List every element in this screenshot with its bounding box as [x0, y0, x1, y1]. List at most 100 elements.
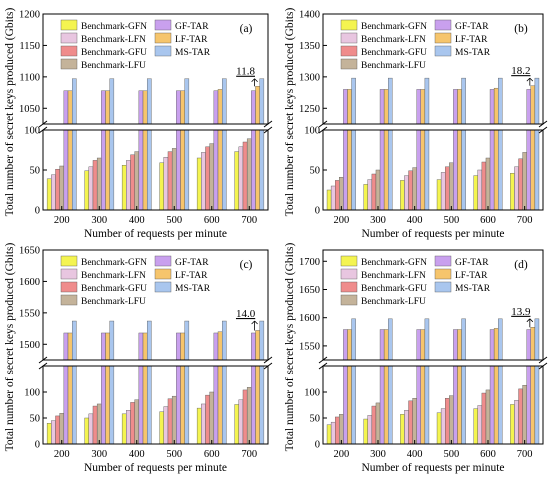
- legend-swatch: [340, 268, 358, 280]
- bar: [453, 129, 458, 211]
- bar: [109, 320, 115, 361]
- axis-frame-upper: [42, 13, 269, 125]
- bar: [251, 332, 256, 361]
- legend-label: Benchmark-LFN: [81, 35, 146, 45]
- x-tick-label: 700: [241, 215, 257, 226]
- bar: [416, 89, 421, 125]
- bar: [530, 365, 536, 445]
- bar: [167, 398, 173, 445]
- bar: [347, 129, 352, 211]
- x-tick-label: 200: [333, 449, 349, 460]
- y-tick-label: 0: [35, 206, 40, 217]
- bar: [109, 78, 115, 125]
- bar: [518, 388, 523, 445]
- bar: [489, 89, 495, 125]
- y-tick-label: 1600: [19, 277, 40, 288]
- y-tick-label: 1150: [19, 41, 40, 52]
- bar: [526, 329, 531, 361]
- panel-label: (d): [514, 259, 528, 271]
- y-tick-label: 1400: [299, 10, 320, 21]
- bar: [335, 416, 340, 445]
- legend-swatch: [434, 19, 452, 31]
- bar: [534, 77, 540, 125]
- bar: [371, 173, 377, 211]
- bar: [436, 179, 442, 211]
- y-tick-label: 1250: [299, 104, 320, 115]
- bar: [71, 365, 77, 445]
- bar: [238, 146, 244, 211]
- bar: [473, 175, 478, 211]
- y-tick-label: 0: [35, 440, 40, 451]
- axis-frame-lower: [322, 129, 544, 211]
- bar: [234, 151, 240, 211]
- bar: [213, 129, 219, 211]
- axis-frame-lower: [42, 365, 269, 445]
- annotation-arrowhead: [526, 77, 531, 82]
- annotation-arrowhead: [251, 78, 255, 83]
- bar: [184, 365, 190, 445]
- bar: [379, 365, 385, 445]
- bar: [498, 318, 503, 361]
- bar: [217, 89, 223, 125]
- annotation-arrowhead: [254, 320, 258, 325]
- bar: [445, 166, 450, 211]
- bar: [440, 172, 446, 211]
- bar: [184, 320, 190, 361]
- bar: [109, 365, 115, 445]
- y-tick-label: 50: [310, 414, 321, 425]
- legend-label: Benchmark-LFU: [361, 297, 426, 307]
- legend-swatch: [154, 19, 172, 31]
- x-tick-label: 700: [517, 215, 533, 226]
- bar: [526, 365, 531, 445]
- bar: [180, 365, 185, 445]
- bar: [105, 365, 110, 445]
- axis-break-mark: [263, 126, 273, 134]
- bar: [121, 164, 127, 211]
- legend-swatch: [340, 281, 358, 293]
- legend-swatch: [60, 19, 78, 31]
- bar: [510, 404, 515, 445]
- bar: [221, 129, 227, 211]
- legend-label: Benchmark-GFU: [361, 48, 427, 58]
- y-axis-label: Total number of secret keys produced (Gb…: [4, 7, 16, 216]
- legend-swatch: [434, 268, 452, 280]
- y-tick-label: 50: [30, 414, 41, 425]
- bar: [259, 78, 265, 125]
- panel-label: (c): [240, 259, 253, 271]
- bar: [205, 394, 210, 445]
- bar: [489, 365, 495, 445]
- y-tick-label: 50: [310, 166, 321, 177]
- axis-break-mark: [38, 120, 48, 128]
- axis-break-mark: [318, 120, 328, 128]
- bar: [251, 129, 256, 211]
- legend-label: Benchmark-LFN: [81, 271, 146, 281]
- bar: [105, 90, 110, 125]
- bar: [176, 332, 181, 361]
- legend-label: LF-TAR: [455, 271, 488, 281]
- bar: [121, 413, 127, 445]
- bar: [440, 408, 446, 445]
- bar: [259, 129, 265, 211]
- bar: [351, 365, 356, 445]
- bar: [251, 90, 256, 125]
- bar: [46, 178, 52, 211]
- bar: [138, 365, 144, 445]
- axis-break-mark: [318, 356, 328, 364]
- y-tick-label: 1100: [19, 72, 40, 83]
- bar: [481, 161, 487, 211]
- y-tick-label: 100: [24, 388, 40, 399]
- bar: [493, 365, 499, 445]
- legend-label: Benchmark-GFU: [361, 284, 427, 294]
- y-tick-label: 1600: [299, 313, 320, 324]
- bar: [388, 365, 393, 445]
- bar: [238, 399, 244, 445]
- bar: [130, 402, 135, 445]
- bar: [55, 415, 60, 445]
- bar: [379, 329, 385, 361]
- x-tick-label: 200: [54, 215, 70, 226]
- bar: [347, 89, 352, 125]
- bar: [46, 423, 52, 445]
- annotation-arrowhead: [526, 318, 531, 323]
- bar: [142, 129, 148, 211]
- legend-swatch: [340, 19, 358, 31]
